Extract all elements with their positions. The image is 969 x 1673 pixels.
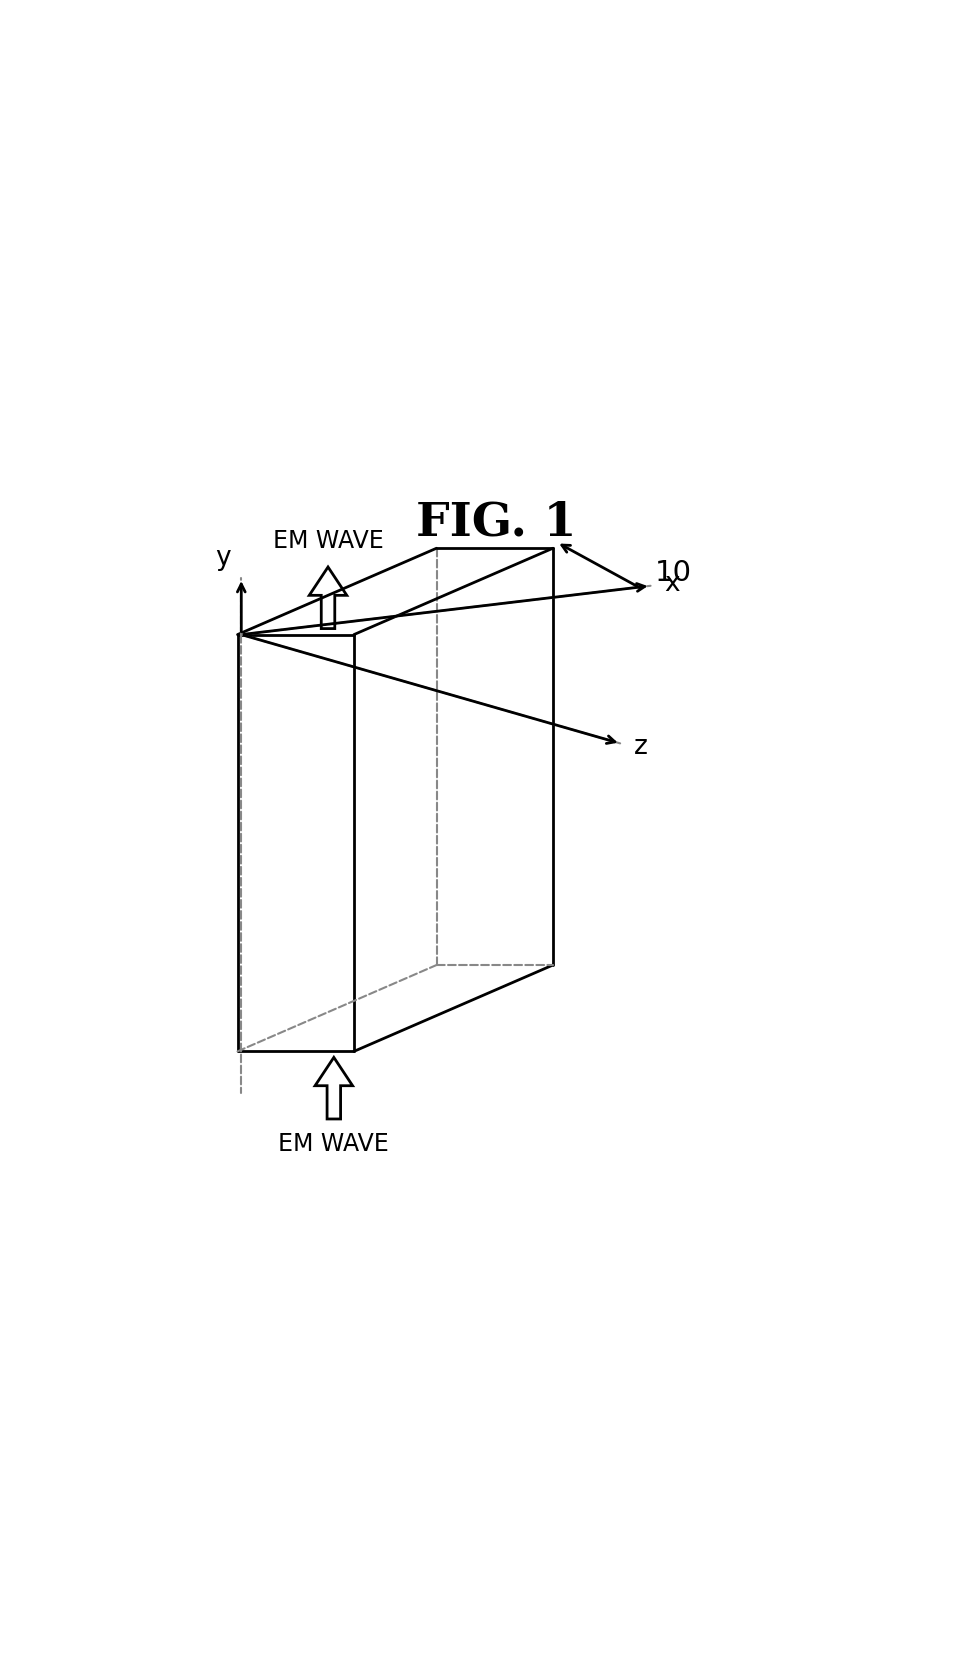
Text: EM WAVE: EM WAVE: [278, 1133, 390, 1156]
Text: y: y: [215, 545, 231, 570]
Text: FIG. 1: FIG. 1: [417, 500, 577, 545]
Text: z: z: [634, 734, 648, 760]
Text: 10: 10: [654, 559, 691, 587]
Text: EM WAVE: EM WAVE: [272, 529, 384, 554]
Text: x: x: [664, 570, 679, 597]
